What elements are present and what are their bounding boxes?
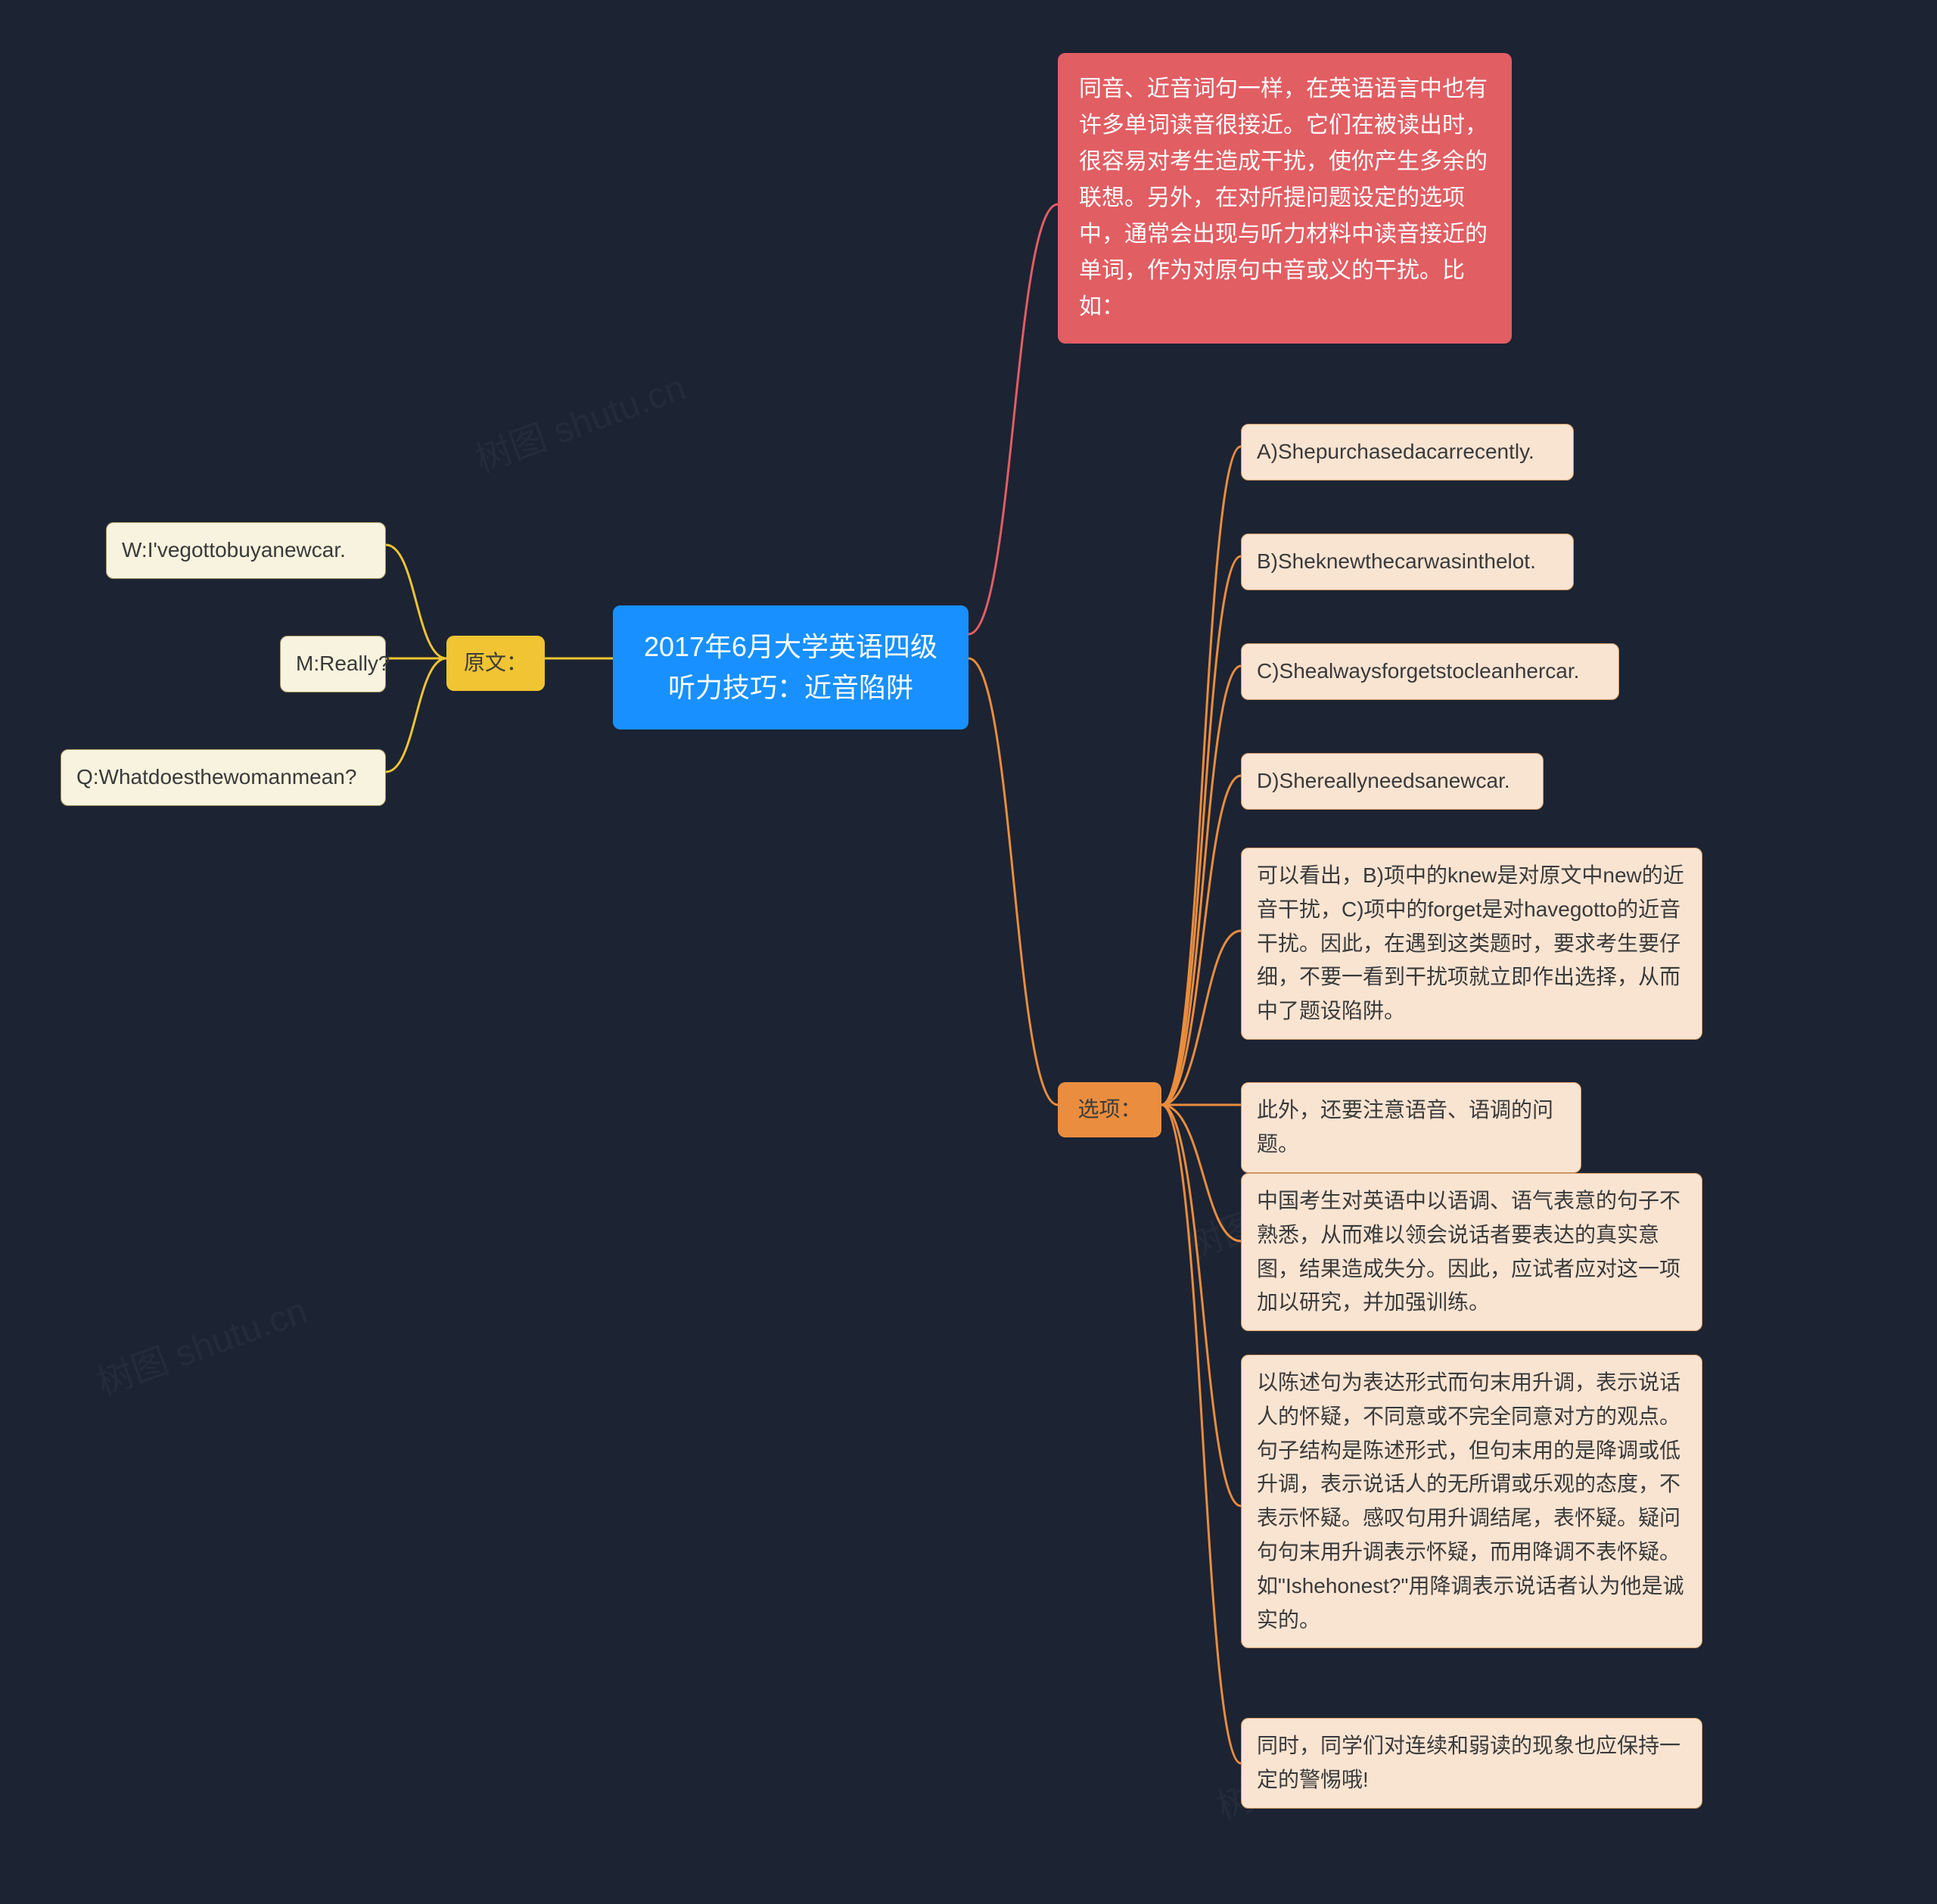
watermark: 树图 shutu.cn xyxy=(89,1280,313,1405)
note-4: 同时，同学们对连续和弱读的现象也应保持一定的警惕哦! xyxy=(1241,1718,1702,1809)
center-title-line2: 听力技巧：近音陷阱 xyxy=(668,672,913,703)
option-a: A)Shepurchasedacarrecently. xyxy=(1241,424,1574,481)
left-branch-label: 原文： xyxy=(446,636,545,691)
left-item-0: W:I'vegottobuyanewcar. xyxy=(106,522,386,579)
option-b: B)Sheknewthecarwasinthelot. xyxy=(1241,534,1574,590)
center-title-line1: 2017年6月大学英语四级 xyxy=(644,631,937,662)
note-0: 可以看出，B)项中的knew是对原文中new的近音干扰，C)项中的forget是… xyxy=(1241,848,1702,1040)
intro-node: 同音、近音词句一样，在英语语言中也有许多单词读音很接近。它们在被读出时，很容易对… xyxy=(1058,53,1512,344)
center-node: 2017年6月大学英语四级 听力技巧：近音陷阱 xyxy=(613,605,968,730)
right-branch-label: 选项： xyxy=(1058,1082,1161,1137)
left-item-1: M:Really? xyxy=(280,636,386,692)
note-1: 此外，还要注意语音、语调的问题。 xyxy=(1241,1082,1581,1173)
option-d: D)Shereallyneedsanewcar. xyxy=(1241,753,1544,810)
left-item-2: Q:Whatdoesthewomanmean? xyxy=(61,749,386,806)
note-2: 中国考生对英语中以语调、语气表意的句子不熟悉，从而难以领会说话者要表达的真实意图… xyxy=(1241,1173,1702,1331)
watermark: 树图 shutu.cn xyxy=(467,357,692,482)
note-3: 以陈述句为表达形式而句末用升调，表示说话人的怀疑，不同意或不完全同意对方的观点。… xyxy=(1241,1355,1702,1648)
option-c: C)Shealwaysforgetstocleanhercar. xyxy=(1241,643,1619,700)
